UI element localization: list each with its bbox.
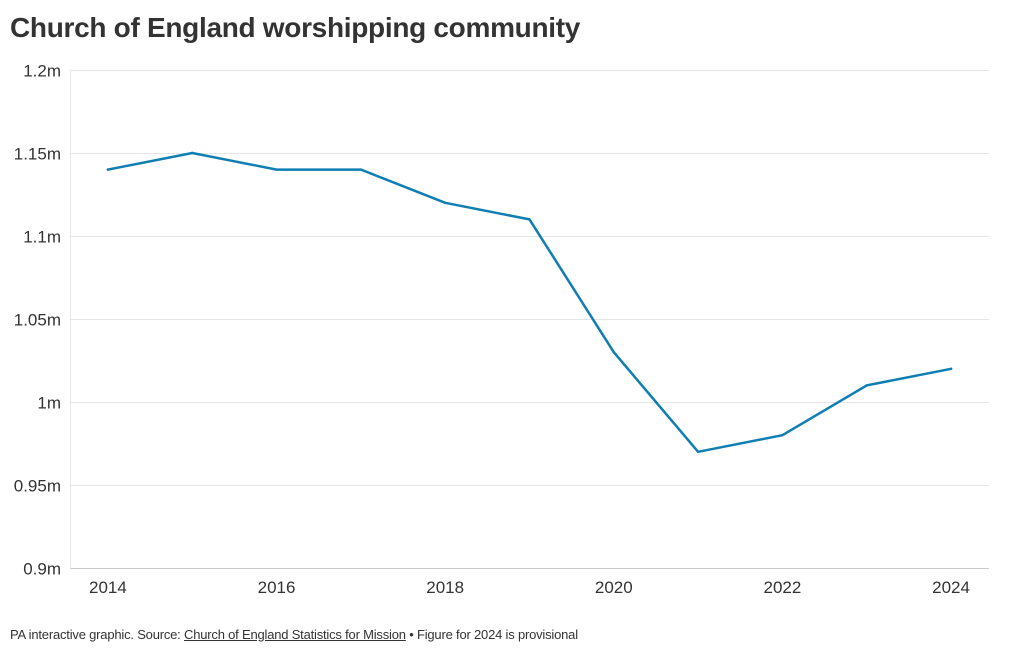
y-tick-label: 1.05m [14, 311, 61, 330]
x-tick-label: 2014 [89, 578, 127, 597]
x-tick-label: 2020 [595, 578, 633, 597]
data-point [612, 351, 615, 354]
series-line [106, 151, 953, 454]
data-point [359, 168, 363, 171]
y-tick-label: 1.15m [14, 145, 61, 164]
data-point [106, 168, 110, 171]
x-axis-tick-labels: 2014 2016 2018 2020 2022 2024 [89, 578, 970, 597]
data-point [949, 367, 953, 370]
grid-lines [70, 70, 989, 486]
source-link[interactable]: Church of England Statistics for Mission [184, 627, 406, 642]
footer-caption: PA interactive graphic. Source: Church o… [10, 626, 578, 644]
x-tick-label: 2018 [426, 578, 464, 597]
data-point [781, 434, 784, 437]
axes [70, 70, 989, 569]
y-tick-label: 0.9m [23, 560, 61, 579]
data-point [444, 201, 447, 204]
x-tick-label: 2016 [258, 578, 296, 597]
chart-area: 0.9m 0.95m 1m 1.05m 1.1m 1.15m 1.2m 2014 2016 20… [14, 62, 989, 597]
data-point [191, 151, 194, 155]
data-point [528, 218, 531, 221]
series [106, 151, 953, 454]
y-tick-label: 0.95m [14, 477, 61, 496]
data-point [696, 450, 700, 453]
data-point [275, 168, 278, 171]
y-axis-tick-labels: 0.9m 0.95m 1m 1.05m 1.1m 1.15m 1.2m [14, 62, 61, 579]
y-tick-label: 1.1m [23, 228, 61, 247]
y-tick-label: 1.2m [23, 62, 61, 81]
footer-suffix: • Figure for 2024 is provisional [405, 627, 578, 642]
data-point [865, 384, 868, 387]
chart-title: Church of England worshipping community [10, 12, 581, 43]
y-tick-label: 1m [37, 394, 61, 413]
x-tick-label: 2024 [932, 578, 970, 597]
footer-prefix: PA interactive graphic. Source: [10, 627, 185, 642]
x-tick-label: 2022 [764, 578, 802, 597]
